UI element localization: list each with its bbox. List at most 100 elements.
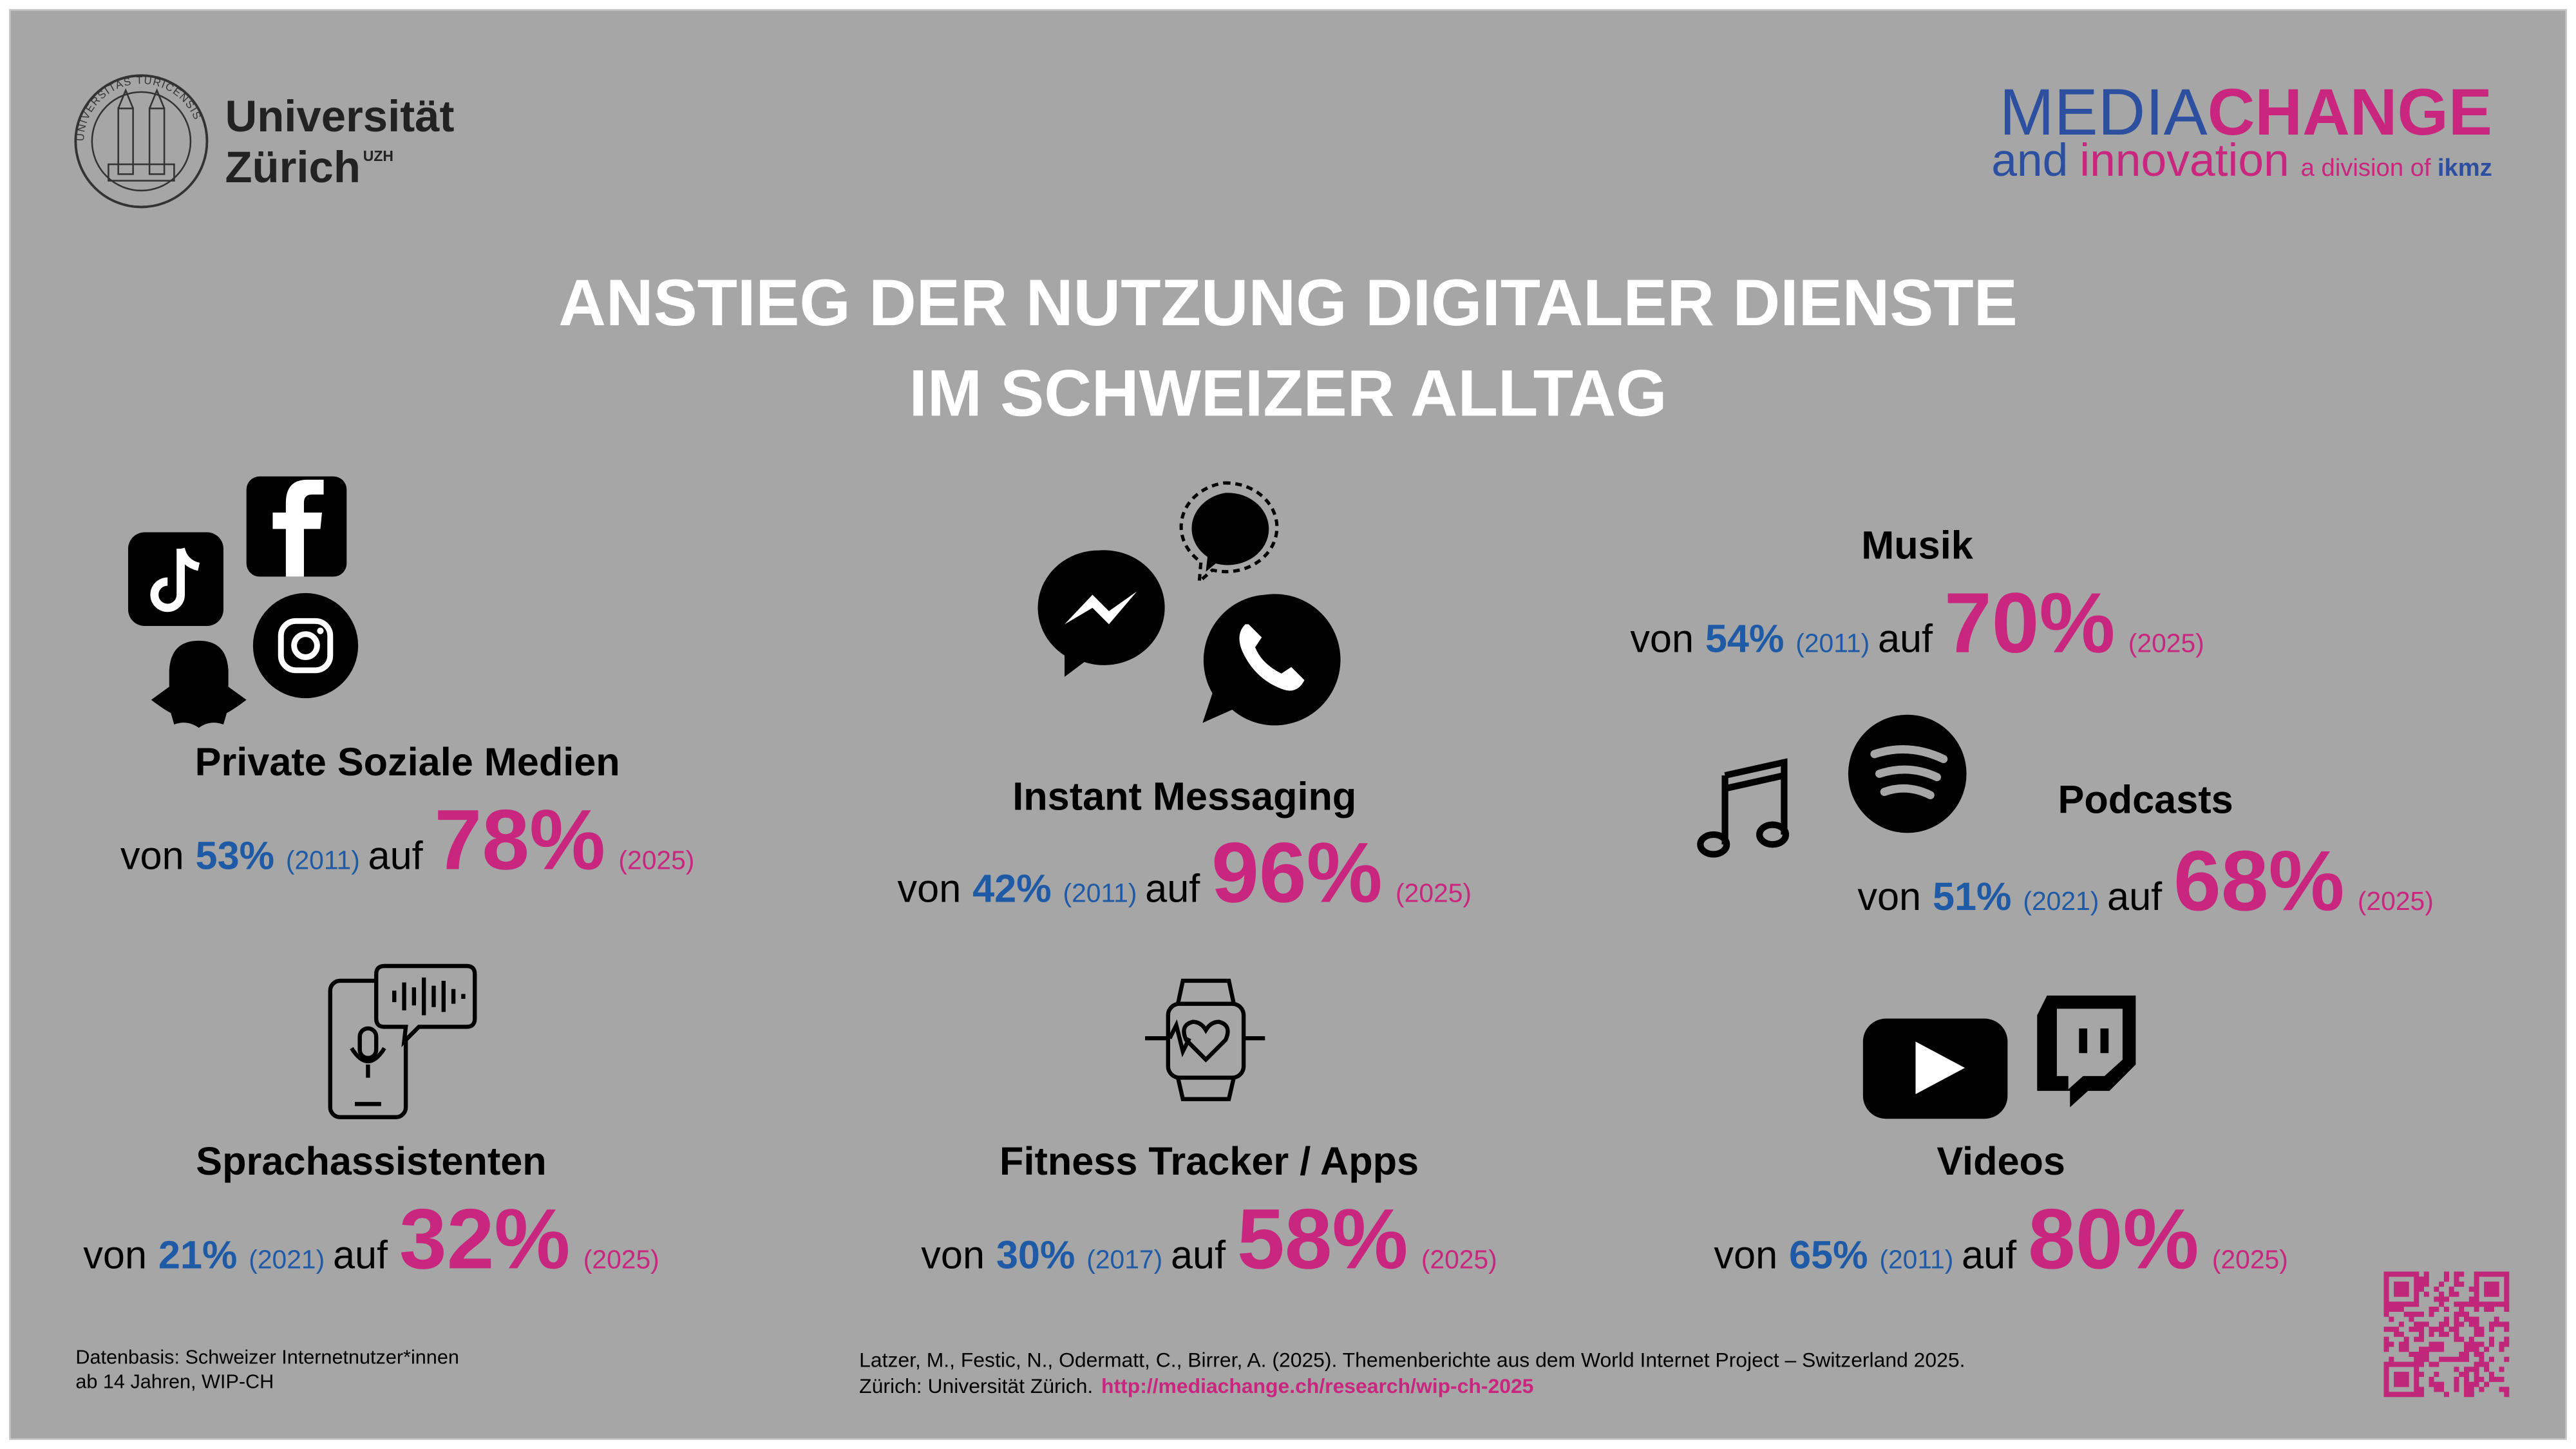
qr-module	[2504, 1276, 2510, 1282]
qr-module	[2414, 1336, 2420, 1342]
brand-and: and	[1991, 135, 2068, 186]
citation-city: Zürich: Universität Zürich.	[859, 1374, 1093, 1397]
item-change: von 30% (2017) auf 58% (2025)	[921, 1191, 1497, 1287]
qr-module	[2474, 1331, 2479, 1337]
qr-module	[2414, 1286, 2420, 1292]
qr-module	[2479, 1356, 2485, 1362]
qr-module	[2499, 1376, 2505, 1382]
qr-module	[2439, 1302, 2445, 1307]
source-line1: Datenbasis: Schweizer Internetnutzer*inn…	[75, 1346, 459, 1368]
qr-module	[2383, 1376, 2389, 1382]
qr-module	[2494, 1282, 2499, 1287]
from-value: 51%	[1933, 875, 2012, 918]
qr-module	[2429, 1381, 2434, 1387]
qr-module	[2454, 1367, 2459, 1372]
qr-module	[2474, 1306, 2479, 1312]
qr-module	[2484, 1286, 2490, 1292]
brand-line2: and innovation a division of ikmz	[1991, 135, 2492, 186]
to-word: auf	[1171, 1233, 1226, 1276]
qr-module	[2414, 1351, 2420, 1358]
qr-module	[2414, 1361, 2420, 1367]
qr-module	[2488, 1306, 2494, 1312]
qr-module	[2464, 1376, 2470, 1382]
qr-module	[2398, 1271, 2404, 1277]
qr-module	[2459, 1321, 2465, 1327]
qr-module	[2418, 1361, 2425, 1367]
qr-module	[2468, 1367, 2474, 1372]
qr-module	[2383, 1392, 2389, 1397]
qr-module	[2488, 1321, 2494, 1327]
qr-module	[2464, 1316, 2470, 1322]
qr-module	[2429, 1311, 2434, 1317]
qr-module	[2468, 1296, 2474, 1302]
qr-module	[2394, 1376, 2400, 1382]
qr-module	[2389, 1306, 2394, 1312]
qr-module	[2383, 1296, 2389, 1302]
qr-module	[2499, 1341, 2505, 1347]
qr-module	[2488, 1302, 2494, 1307]
qr-module	[2414, 1376, 2420, 1382]
qr-module	[2484, 1306, 2490, 1312]
qr-module	[2398, 1347, 2404, 1352]
qr-module	[2494, 1271, 2499, 1277]
qr-module	[2414, 1372, 2420, 1378]
from-value: 54%	[1705, 617, 1785, 661]
qr-module	[2414, 1327, 2420, 1332]
to-value: 68%	[2174, 833, 2344, 929]
qr-code[interactable]	[2383, 1271, 2510, 1397]
qr-module	[2488, 1282, 2494, 1287]
qr-module	[2418, 1311, 2425, 1317]
to-word: auf	[1962, 1233, 2017, 1276]
from-year: (2011)	[1063, 878, 1137, 908]
qr-module	[2464, 1387, 2470, 1392]
qr-module	[2454, 1336, 2459, 1342]
to-year: (2025)	[618, 845, 694, 875]
qr-module	[2409, 1361, 2414, 1367]
qr-module	[2403, 1347, 2409, 1352]
qr-module	[2459, 1306, 2465, 1312]
citation-url[interactable]: http://mediachange.ch/research/wip-ch-20…	[1101, 1374, 1533, 1397]
qr-module	[2434, 1381, 2439, 1387]
qr-module	[2484, 1347, 2490, 1352]
qr-module	[2409, 1392, 2414, 1397]
qr-module	[2468, 1392, 2474, 1397]
from-value: 42%	[972, 867, 1052, 911]
qr-module	[2484, 1271, 2490, 1277]
qr-module	[2474, 1372, 2479, 1378]
qr-module	[2414, 1321, 2420, 1327]
qr-module	[2394, 1302, 2400, 1307]
qr-module	[2414, 1311, 2420, 1317]
qr-module	[2499, 1367, 2505, 1372]
from-year: (2021)	[2023, 886, 2099, 916]
qr-module	[2409, 1302, 2414, 1307]
qr-module	[2494, 1291, 2499, 1297]
qr-module	[2494, 1286, 2499, 1292]
qr-module	[2479, 1361, 2485, 1367]
from-word: von	[1857, 875, 1921, 918]
qr-module	[2474, 1321, 2479, 1327]
qr-module	[2434, 1341, 2439, 1347]
qr-module	[2423, 1356, 2429, 1362]
qr-module	[2504, 1282, 2510, 1287]
qr-module	[2443, 1331, 2449, 1337]
qr-module	[2383, 1271, 2389, 1277]
item-change: von 54% (2011) auf 70% (2025)	[1630, 576, 2204, 671]
qr-module	[2383, 1286, 2389, 1292]
qr-module	[2434, 1286, 2439, 1292]
item-title: Videos	[1937, 1139, 2065, 1183]
item-title: Musik	[1861, 523, 1973, 567]
qr-module	[2439, 1291, 2445, 1297]
qr-module	[2439, 1356, 2445, 1362]
qr-module	[2398, 1306, 2404, 1312]
from-year: (2021)	[249, 1244, 325, 1274]
qr-module	[2418, 1331, 2425, 1337]
qr-module	[2394, 1392, 2400, 1397]
background	[9, 9, 2567, 1440]
qr-module	[2499, 1321, 2505, 1327]
qr-module	[2454, 1282, 2459, 1287]
qr-module	[2418, 1282, 2425, 1287]
qr-module	[2439, 1387, 2445, 1392]
qr-module	[2403, 1311, 2409, 1317]
qr-module	[2414, 1296, 2420, 1302]
to-year: (2025)	[583, 1244, 659, 1274]
